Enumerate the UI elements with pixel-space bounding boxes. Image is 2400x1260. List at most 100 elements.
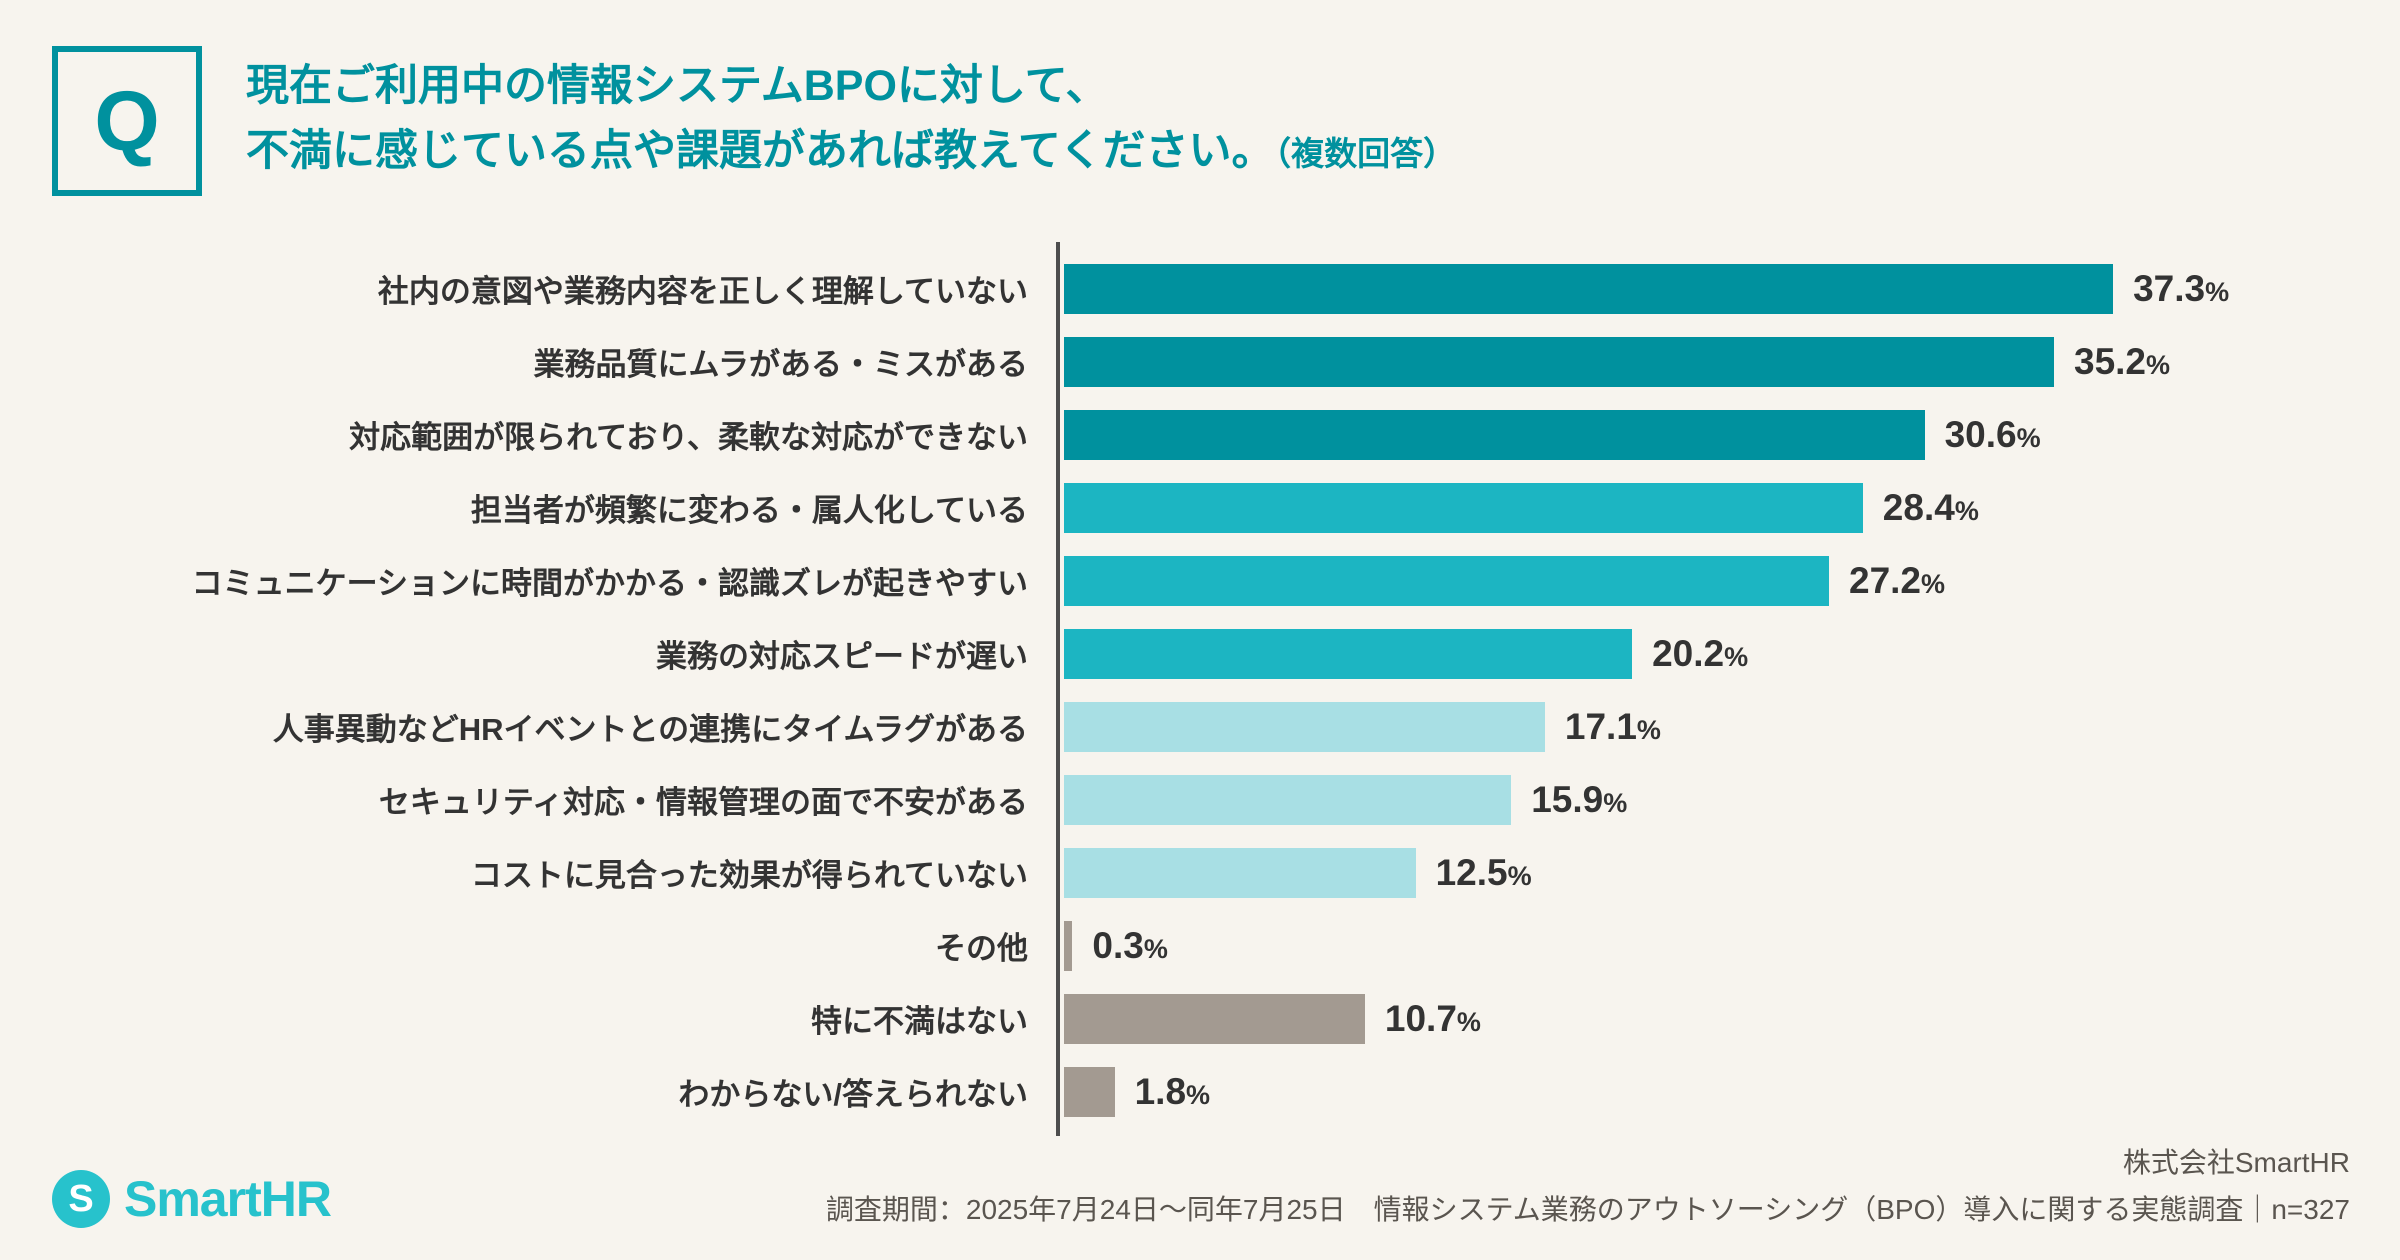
- bar-value-unit: %: [1603, 787, 1628, 818]
- bar-cell: 37.3%: [1056, 252, 2350, 325]
- category-label: 業務品質にムラがある・ミスがある: [533, 347, 1028, 382]
- question-badge: Q: [52, 46, 202, 196]
- category-label: 業務の対応スピードが遅い: [656, 639, 1028, 674]
- bar-cell: 0.3%: [1056, 909, 2350, 982]
- bar-value-unit: %: [1954, 495, 1979, 526]
- bar-value: 0.3%: [1092, 925, 1167, 967]
- chart-row: わからない/答えられない 1.8%: [52, 1055, 2350, 1128]
- bar: [1064, 555, 1829, 606]
- bar-value: 35.2%: [2074, 341, 2170, 383]
- smarthr-logo: S SmartHR: [52, 1170, 332, 1234]
- chart-rows: 社内の意図や業務内容を正しく理解していない 37.3% 業務品質にムラがある・ミスが…: [52, 252, 2350, 1128]
- chart-row: その他 0.3%: [52, 909, 2350, 982]
- category-label: 担当者が頻繁に変わる・属人化している: [470, 493, 1028, 528]
- bar-value: 30.6%: [1945, 414, 2041, 456]
- category-label: 人事異動などHRイベントとの連携にタイムラグがある: [272, 712, 1028, 747]
- bar: [1064, 263, 2114, 314]
- bar-cell: 27.2%: [1056, 544, 2350, 617]
- title-line-1: 現在ご利用中の情報システムBPOに対して、: [246, 62, 1109, 110]
- chart-row: 人事異動などHRイベントとの連携にタイムラグがある 17.1%: [52, 690, 2350, 763]
- bar-value: 10.7%: [1385, 998, 1481, 1040]
- bar-value-number: 12.5: [1435, 851, 1508, 893]
- bar-value: 1.8%: [1135, 1071, 1210, 1113]
- chart-row: 業務品質にムラがある・ミスがある 35.2%: [52, 325, 2350, 398]
- bar-value-number: 30.6: [1944, 413, 2017, 455]
- title-note: （複数回答）: [1274, 134, 1457, 172]
- bar-value-unit: %: [1921, 568, 1946, 599]
- bar-value: 20.2%: [1652, 633, 1748, 675]
- category-label: 特に不満はない: [811, 1004, 1028, 1039]
- bar-value-number: 1.8: [1134, 1070, 1187, 1112]
- chart-row: コストに見合った効果が得られていない 12.5%: [52, 836, 2350, 909]
- bar-value-number: 28.4: [1882, 486, 1955, 528]
- category-label: セキュリティ対応・情報管理の面で不安がある: [378, 785, 1028, 820]
- bar-value-number: 20.2: [1652, 632, 1725, 674]
- bar: [1064, 993, 1365, 1044]
- bar-value-unit: %: [2205, 276, 2230, 307]
- bar: [1064, 920, 1073, 971]
- category-label: 社内の意図や業務内容を正しく理解していない: [377, 274, 1028, 309]
- footer-right: 株式会社SmartHR 調査期間：2025年7月24日～同年7月25日 情報シス…: [826, 1139, 2350, 1234]
- category-label: その他: [935, 931, 1028, 966]
- bar-value-unit: %: [1636, 714, 1661, 745]
- bar-value-unit: %: [2146, 349, 2171, 380]
- chart-row: 業務の対応スピードが遅い 20.2%: [52, 617, 2350, 690]
- chart-row: 特に不満はない 10.7%: [52, 982, 2350, 1055]
- smarthr-logo-text: SmartHR: [124, 1171, 332, 1227]
- bar-chart: 社内の意図や業務内容を正しく理解していない 37.3% 業務品質にムラがある・ミスが…: [52, 242, 2350, 1136]
- bar-cell: 12.5%: [1056, 836, 2350, 909]
- bar-cell: 20.2%: [1056, 617, 2350, 690]
- bar-value-number: 17.1: [1564, 705, 1637, 747]
- category-label: コストに見合った効果が得られていない: [470, 858, 1028, 893]
- axis-line: [1056, 242, 1060, 1136]
- bar-value-unit: %: [1507, 860, 1532, 891]
- bar-cell: 28.4%: [1056, 471, 2350, 544]
- bar-cell: 30.6%: [1056, 398, 2350, 471]
- category-label: 対応範囲が限られており、柔軟な対応ができない: [349, 420, 1028, 455]
- bar-value-unit: %: [1143, 933, 1168, 964]
- chart-row: 社内の意図や業務内容を正しく理解していない 37.3%: [52, 252, 2350, 325]
- chart-row: コミュニケーションに時間がかかる・認識ズレが起きやすい 27.2%: [52, 544, 2350, 617]
- chart-row: 担当者が頻繁に変わる・属人化している 28.4%: [52, 471, 2350, 544]
- title-line-2-text: 不満に感じている点や課題があれば教えてください。: [246, 126, 1275, 175]
- bar-cell: 10.7%: [1056, 982, 2350, 1055]
- bar-cell: 15.9%: [1056, 763, 2350, 836]
- bar: [1064, 701, 1545, 752]
- bar: [1064, 482, 1863, 533]
- smarthr-logo-icon: S: [52, 1170, 110, 1228]
- bar-value-number: 0.3: [1092, 924, 1144, 966]
- page-title: 現在ご利用中の情報システムBPOに対して、 不満に感じている点や課題があれば教え…: [246, 46, 1456, 183]
- chart-row: セキュリティ対応・情報管理の面で不安がある 15.9%: [52, 763, 2350, 836]
- bar-value-unit: %: [1724, 641, 1749, 672]
- bar-value: 15.9%: [1531, 779, 1627, 821]
- chart-row: 対応範囲が限られており、柔軟な対応ができない 30.6%: [52, 398, 2350, 471]
- survey-info: 調査期間：2025年7月24日～同年7月25日 情報システム業務のアウトソーシン…: [825, 1194, 2350, 1226]
- bar-value-number: 27.2: [1849, 559, 1922, 601]
- bar: [1064, 1066, 1115, 1117]
- bar-value-number: 10.7: [1384, 997, 1457, 1039]
- bar-cell: 17.1%: [1056, 690, 2350, 763]
- bar-value-number: 37.3: [2133, 267, 2206, 309]
- bar: [1064, 847, 1416, 898]
- bar: [1064, 628, 1633, 679]
- bar-value: 27.2%: [1849, 560, 1945, 602]
- header: Q 現在ご利用中の情報システムBPOに対して、 不満に感じている点や課題があれば…: [52, 46, 2350, 196]
- bar-value: 17.1%: [1565, 706, 1661, 748]
- bar-value-number: 15.9: [1531, 778, 1604, 820]
- title-line-2: 不満に感じている点や課題があれば教えてください。（複数回答）: [246, 119, 1456, 184]
- bar: [1064, 409, 1925, 460]
- bar-value: 28.4%: [1883, 487, 1979, 529]
- category-label: わからない/答えられない: [678, 1077, 1028, 1112]
- bar-cell: 1.8%: [1056, 1055, 2350, 1128]
- bar-value-unit: %: [1456, 1006, 1481, 1037]
- bar: [1064, 774, 1512, 825]
- question-badge-label: Q: [94, 73, 160, 168]
- category-label: コミュニケーションに時間がかかる・認識ズレが起きやすい: [191, 566, 1028, 601]
- company-name: 株式会社SmartHR: [2122, 1146, 2350, 1178]
- footer: S SmartHR 株式会社SmartHR 調査期間：2025年7月24日～同年…: [52, 1139, 2350, 1260]
- bar-value-unit: %: [2016, 422, 2041, 453]
- bar-value-number: 35.2: [2074, 340, 2147, 382]
- bar-value-unit: %: [1186, 1079, 1211, 1110]
- bar-value: 12.5%: [1436, 852, 1532, 894]
